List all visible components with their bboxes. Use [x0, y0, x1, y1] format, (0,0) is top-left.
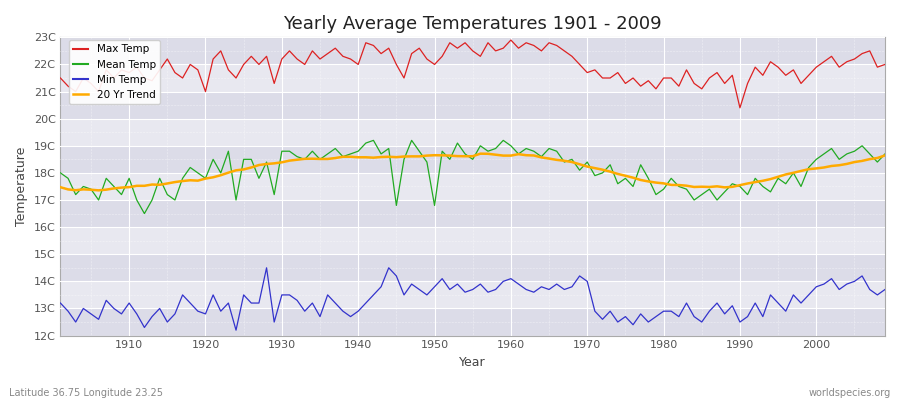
- Title: Yearly Average Temperatures 1901 - 2009: Yearly Average Temperatures 1901 - 2009: [284, 15, 662, 33]
- Bar: [60, 308, 885, 336]
- Bar: [60, 227, 885, 254]
- Bar: [60, 92, 885, 119]
- Bar: [60, 37, 885, 64]
- Text: Latitude 36.75 Longitude 23.25: Latitude 36.75 Longitude 23.25: [9, 388, 163, 398]
- Text: worldspecies.org: worldspecies.org: [809, 388, 891, 398]
- Bar: [60, 200, 885, 227]
- Y-axis label: Temperature: Temperature: [15, 147, 28, 226]
- Bar: [60, 146, 885, 173]
- Bar: [60, 254, 885, 281]
- Bar: [60, 173, 885, 200]
- Bar: [60, 281, 885, 308]
- Bar: [60, 119, 885, 146]
- Legend: Max Temp, Mean Temp, Min Temp, 20 Yr Trend: Max Temp, Mean Temp, Min Temp, 20 Yr Tre…: [68, 40, 160, 104]
- X-axis label: Year: Year: [459, 356, 486, 369]
- Bar: [60, 64, 885, 92]
